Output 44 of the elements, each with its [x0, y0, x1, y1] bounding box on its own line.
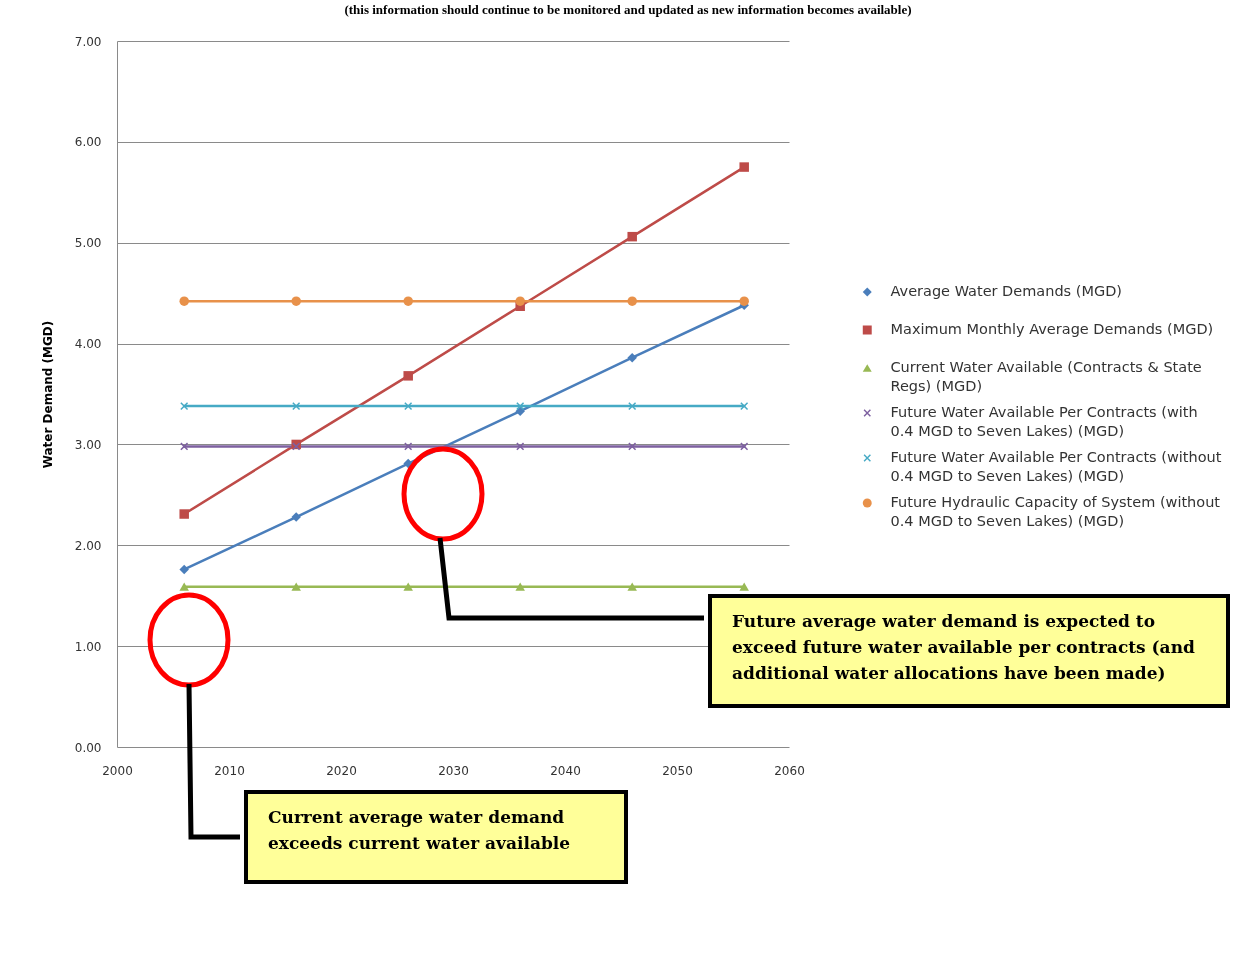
point: [291, 582, 301, 591]
x-tick-label: 2060: [774, 763, 805, 778]
point: [403, 582, 413, 591]
x-tick-label: 2010: [214, 763, 245, 778]
point: [739, 582, 749, 591]
legend-label: Average Water Demands (MGD): [890, 283, 1123, 299]
point: [515, 406, 525, 416]
point: [179, 582, 189, 591]
point: [403, 296, 413, 306]
point: [739, 296, 749, 306]
point: [179, 564, 189, 575]
legend-label: Future Hydraulic Capacity of System (without 0.4 MGD to Seven Lakes) (MGD): [890, 494, 1221, 529]
point: [403, 371, 413, 381]
y-tick-label: 5.00: [74, 236, 102, 251]
x-tick-label: 2020: [326, 763, 357, 778]
point: [627, 352, 637, 363]
point: [179, 509, 189, 519]
point: [739, 162, 749, 172]
x-tick-label: 2000: [102, 763, 133, 778]
y-tick-label: 0.00: [74, 740, 102, 755]
y-tick-label: 7.00: [74, 34, 102, 49]
chart-title: (this information should continue to be monitored and updated as new information becomes available): [343, 2, 913, 18]
y-tick-label: 3.00: [74, 437, 102, 452]
y-axis-title: Water Demand (MGD): [40, 320, 55, 469]
x-tick-label: 2030: [438, 763, 469, 778]
point: [627, 231, 637, 242]
y-tick-label: 6.00: [74, 135, 102, 150]
legend-label: Future Water Available Per Contracts (with 0.4 MGD to Seven Lakes) (MGD): [890, 404, 1198, 439]
callout-box: Future average water demand is expected to exceed future water available per contracts (and additional water allocations have been made): [708, 594, 1230, 708]
x-tick-label: 2050: [662, 763, 693, 778]
legend-label: Current Water Available (Contracts & State Regs) (MGD): [890, 359, 1202, 394]
callout-box: Current average water demand exceeds current water available: [244, 790, 628, 884]
y-tick-label: 4.00: [74, 337, 102, 352]
legend-label: Future Water Available Per Contracts (without 0.4 MGD to Seven Lakes) (MGD): [890, 449, 1222, 484]
point: [627, 582, 637, 591]
point: [515, 582, 525, 591]
point: [515, 296, 525, 306]
point: [179, 296, 189, 306]
point: [627, 296, 637, 306]
legend-label: Maximum Monthly Average Demands (MGD): [890, 321, 1214, 337]
x-tick-label: 2040: [550, 763, 581, 778]
point: [291, 296, 301, 306]
y-tick-label: 2.00: [74, 538, 102, 553]
y-tick-label: 1.00: [74, 639, 102, 654]
